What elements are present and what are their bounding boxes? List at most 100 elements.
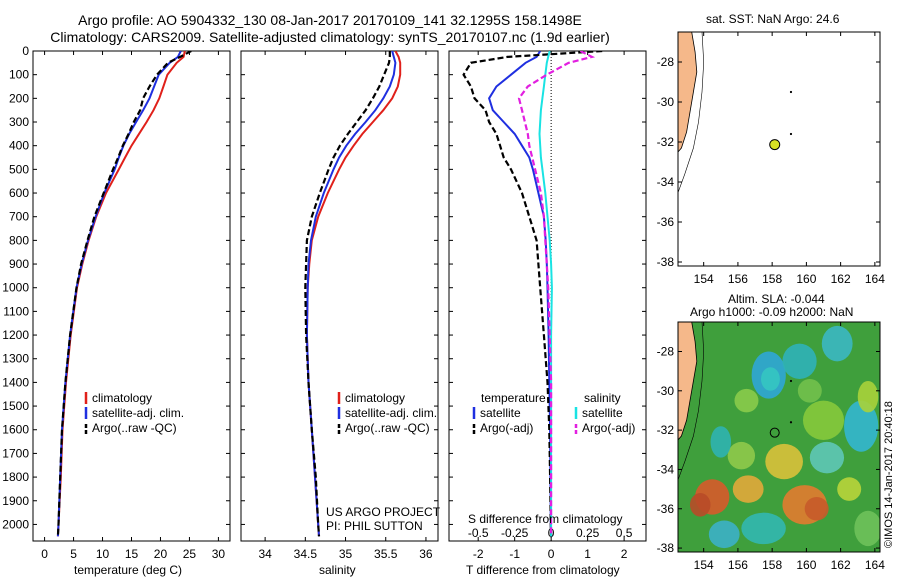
depth-tick-label: 600 [9,186,29,200]
sla-float-marker [769,427,780,438]
depth-tick-label: 200 [9,91,29,105]
figure-title-line1: Argo profile: AO 5904332_130 08-Jan-2017… [78,12,582,28]
salinity-xtick-label: 35.5 [374,547,398,561]
sst-land-australia [678,32,698,153]
sla-sla-anomaly-patch [802,400,845,440]
sla-land-australia [678,322,698,441]
difference-series-temp-argo [462,51,603,537]
difference-xtick-label: 0 [548,547,555,561]
difference-xtick-label: 1 [584,547,591,561]
temperature-xtick-label: 10 [96,547,110,561]
sla-lat-tick-label: -30 [657,384,675,398]
sst-lat-tick-label: -30 [657,95,675,109]
difference-sal-tick-label: 0.25 [576,526,600,540]
temperature-xtick-label: 30 [212,547,226,561]
depth-tick-label: 1800 [2,470,29,484]
sst-island [789,90,793,94]
sla-sla-anomaly-patch [782,343,817,380]
salinity-legend-climatology-text: climatology [345,391,405,405]
temperature-series-argo [56,51,192,537]
sla-map-content [678,322,880,552]
sla-isobath [678,322,705,481]
sst-map-background [678,32,880,266]
sla-map: 154 156 158 160 162 164 -28 -30 -32 -34 -36 -38 [657,321,885,572]
difference-legend-temp-title: temperature [481,391,546,405]
sla-sla-anomaly-patch [809,441,845,474]
difference-series-sal-argo [517,51,596,537]
sst-lat-tick-label: -28 [657,55,675,69]
sla-lat-tick-label: -34 [657,462,675,476]
sst-lat-tick-label: -32 [657,135,675,149]
sla-sla-anomaly-patch [797,379,822,403]
salinity-xtick-label: 34.5 [294,547,318,561]
salinity-axes-frame [240,50,439,542]
depth-tick-label: 1700 [2,446,29,460]
sla-sla-anomaly-patch [854,510,880,547]
sla-sla-anomaly-patch [708,520,740,549]
sla-sla-anomaly-patch [732,475,764,503]
sla-sla-anomaly-patch [844,400,879,452]
temperature-xtick-label: 15 [125,547,139,561]
difference-series-temp-satellite [488,51,553,537]
difference-sal-tick-label: -0.5 [468,526,489,540]
sst-float-marker [769,139,781,151]
depth-tick-label: 1200 [2,328,29,342]
depth-tick-label: 1300 [2,352,29,366]
temperature-xtick-label: 5 [70,547,77,561]
depth-tick-label: 1900 [2,494,29,508]
temperature-axes-frame [32,50,231,542]
sla-lat-tick-label: -32 [657,423,675,437]
sla-sla-anomaly-patch [741,512,786,545]
sla-lon-tick-label: 164 [865,558,885,572]
sla-sla-anomaly-patch [765,443,803,480]
depth-tick-label: 500 [9,162,29,176]
sla-map-title-1: Altim. SLA: -0.044 [728,292,825,306]
temperature-xlabel: temperature (deg C) [74,563,183,577]
difference-xtick-label: -2 [473,547,484,561]
sst-lon-tick-label: 156 [728,272,748,286]
sla-sla-anomaly-patch [837,477,862,501]
sst-lon-tick-label: 158 [762,272,782,286]
salinity-xtick-label: 36 [419,547,433,561]
temperature-legend-argo-text: Argo(..raw -QC) [92,421,177,435]
sst-lon-tick-label: 160 [796,272,816,286]
sla-sla-anomaly-patch [804,496,829,521]
sla-island [789,421,793,424]
salinity-legend-satellite-text: satellite-adj. clim. [345,406,437,420]
difference-xtick-label: -1 [509,547,520,561]
sla-sla-anomaly-patch [857,380,879,413]
depth-tick-label: 100 [9,68,29,82]
sla-lat-tick-label: -38 [657,541,675,555]
figure-title-line2: Climatology: CARS2009. Satellite-adjuste… [50,29,610,45]
sst-map: 154 156 158 160 162 164 -28 -30 -32 -34 -36 -38 [657,31,885,286]
difference-xlabel: T difference from climatology [466,563,620,577]
sla-lon-tick-label: 162 [831,558,851,572]
sst-lon-tick-label: 164 [865,272,885,286]
difference-sal-tick-label: 0.5 [616,526,633,540]
sla-lon-tick-label: 160 [796,558,816,572]
sst-isobath [678,32,705,194]
difference-xtick-label: 2 [621,547,628,561]
sla-lon-tick-label: 156 [728,558,748,572]
sla-lat-tick-label: -28 [657,344,675,358]
sla-lon-tick-label: 158 [762,558,782,572]
depth-tick-label: 800 [9,233,29,247]
depth-tick-label: 0 [22,44,29,58]
sla-map-frame [677,321,881,553]
sla-lat-tick-label: -36 [657,502,675,516]
depth-tick-label: 1500 [2,399,29,413]
difference-legend-sal-satellite-text: satellite [582,406,623,420]
sst-map-title: sat. SST: NaN Argo: 24.6 [706,12,840,26]
salinity-credit-project: US ARGO PROJECT [326,505,441,519]
temperature-legend-satellite-text: satellite-adj. clim. [92,406,184,420]
depth-tick-label: 400 [9,139,29,153]
sst-lat-tick-label: -38 [657,255,675,269]
difference-legend-sal-argo-text: Argo(-adj) [582,421,635,435]
sla-sla-anomaly-patch [821,325,853,362]
temperature-xtick-label: 20 [154,547,168,561]
imos-credit: ©IMOS 14-Jan-2017 20:40:18 [883,401,895,548]
depth-tick-label: 900 [9,257,29,271]
sla-lon-tick-label: 154 [694,558,714,572]
difference-legend-temp-argo-text: Argo(-adj) [480,421,533,435]
difference-legend-sal-title: salinity [584,391,621,405]
